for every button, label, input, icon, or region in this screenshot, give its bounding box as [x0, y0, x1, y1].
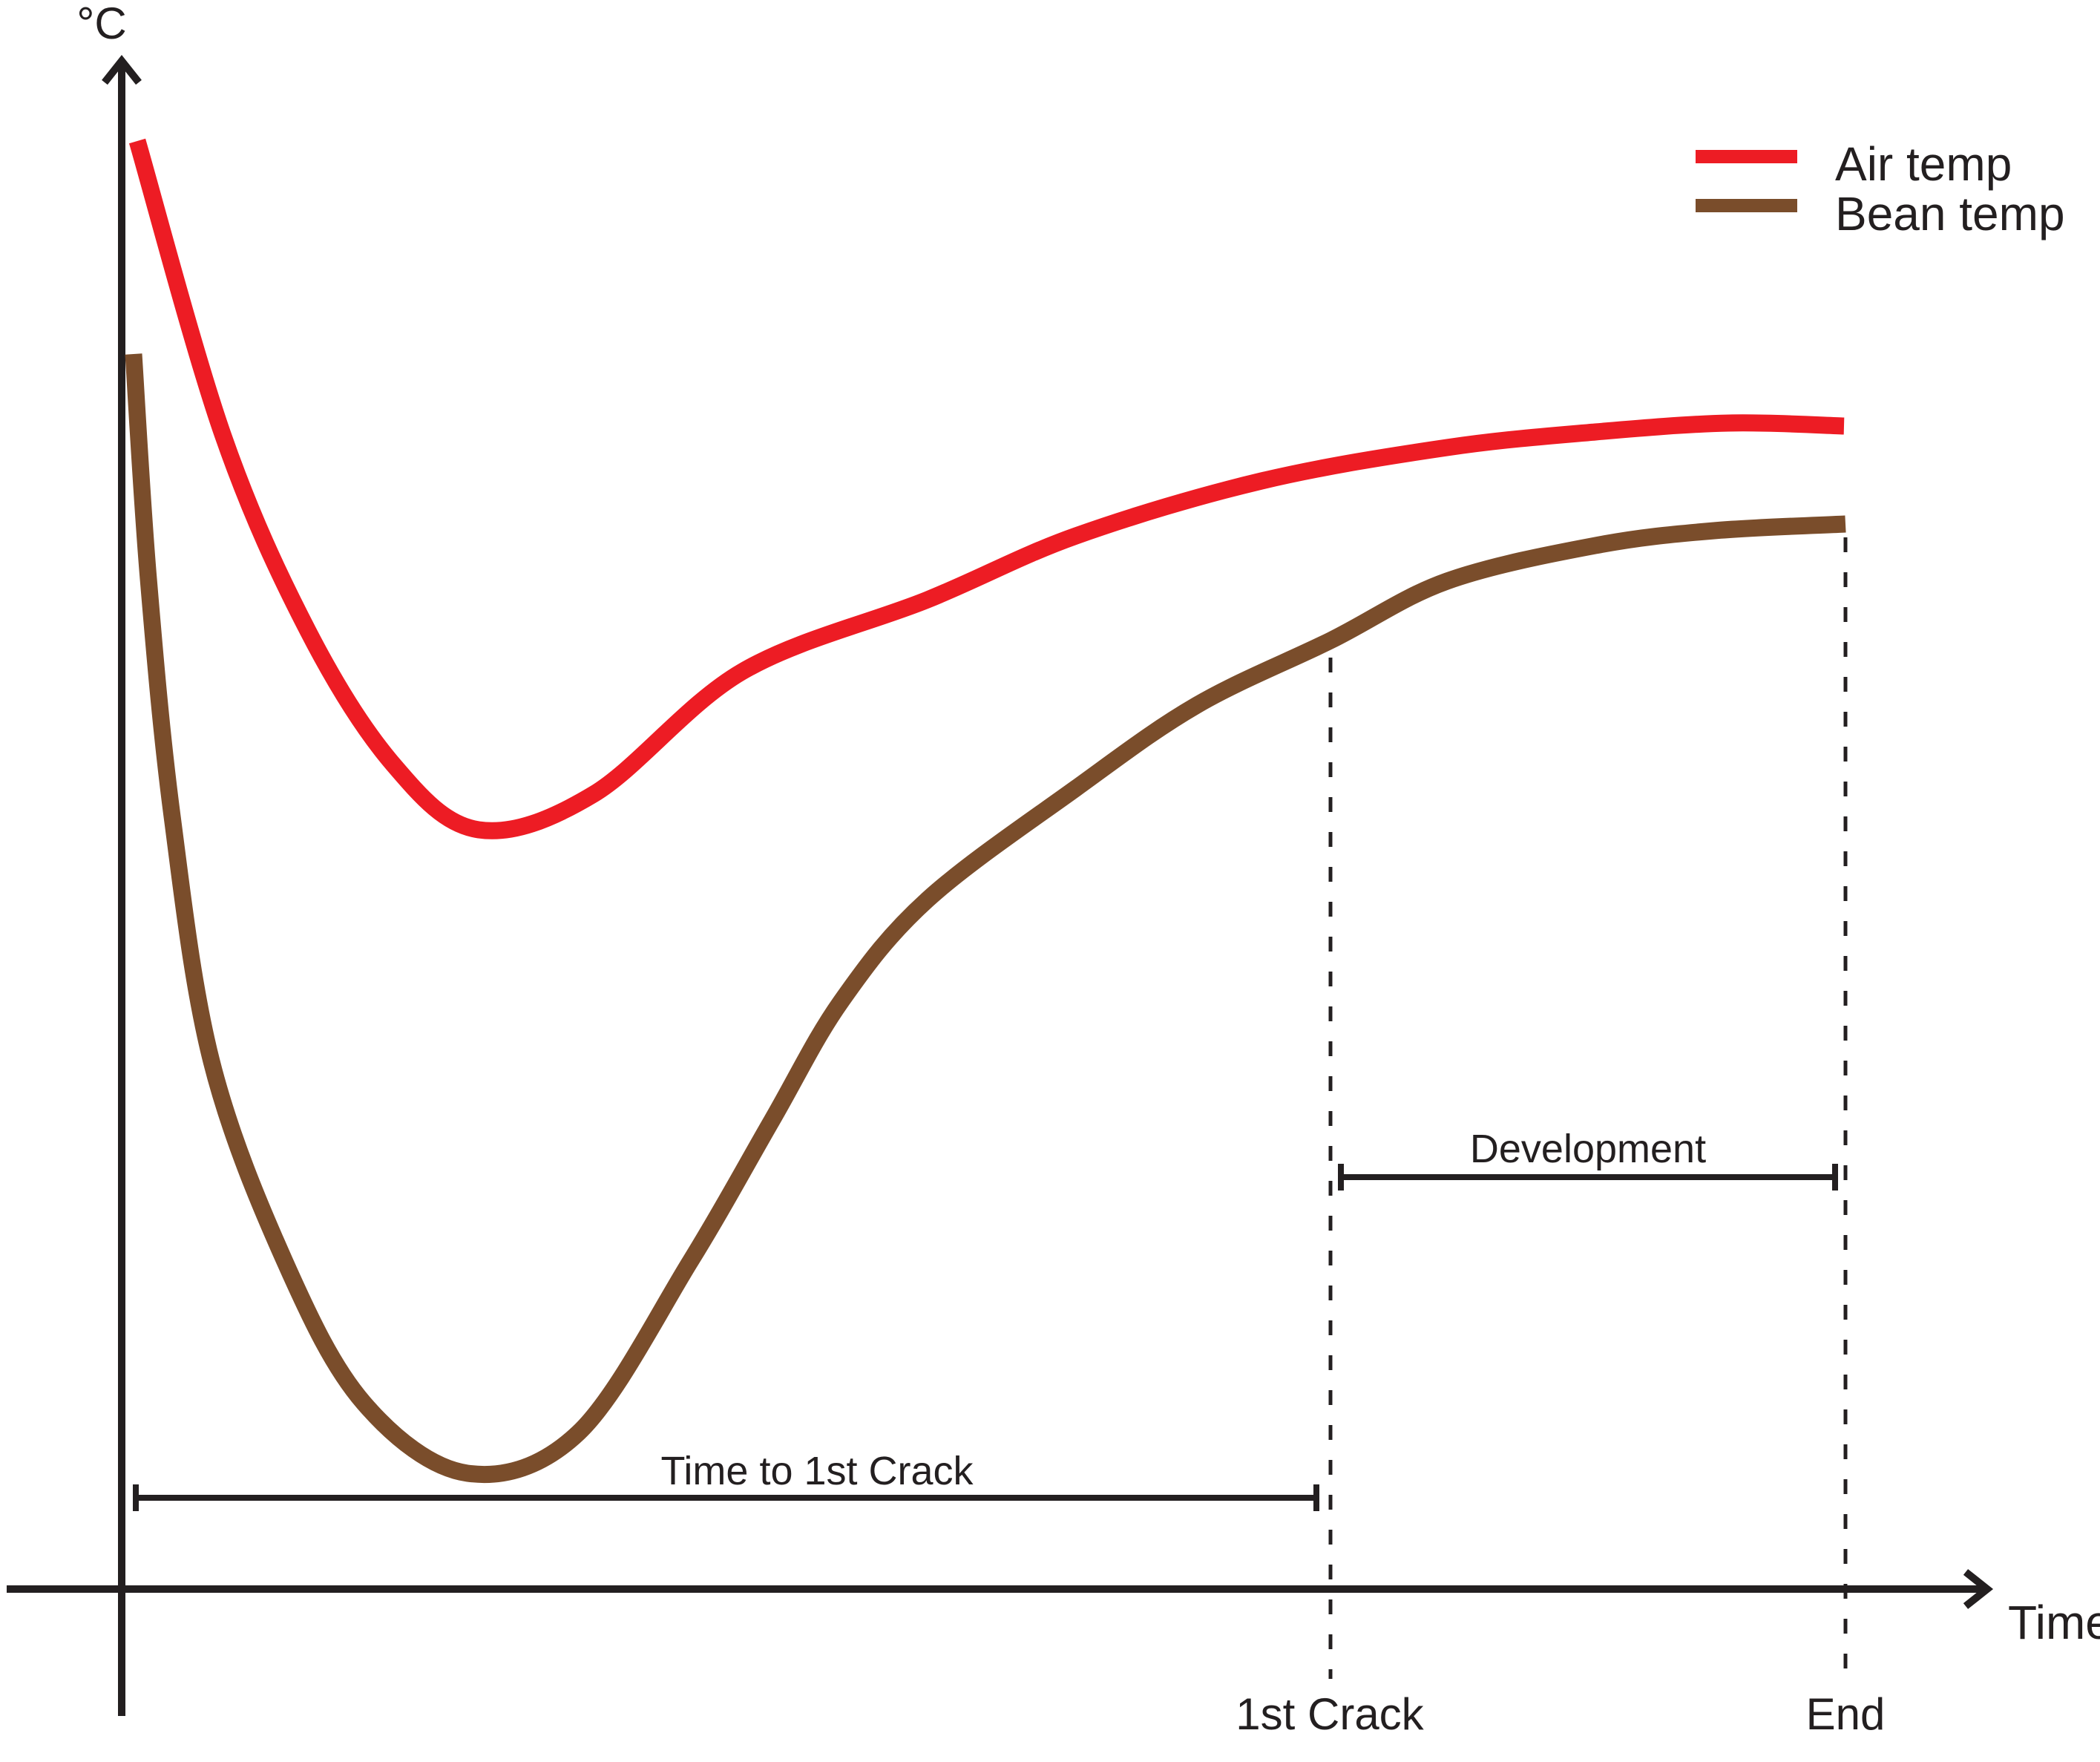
legend-bean-temp-label: Bean temp	[1835, 187, 2065, 240]
time-to-first-crack-label: Time to 1st Crack	[660, 1449, 974, 1493]
y-axis-arrow-icon	[102, 54, 142, 85]
x-axis-label: Time	[2008, 1596, 2100, 1649]
air-temp-swatch	[1696, 150, 1797, 163]
end-label: End	[1806, 1689, 1886, 1739]
y-axis-label: °C	[76, 0, 126, 48]
bean-temp-curve	[125, 353, 1846, 1484]
first-crack-label: 1st Crack	[1236, 1689, 1424, 1739]
air-temp-curve	[128, 138, 1845, 839]
legend: Air temp Bean temp	[1696, 137, 2065, 240]
x-axis-arrow-icon	[1963, 1569, 1994, 1609]
development-label: Development	[1470, 1127, 1706, 1171]
bean-temp-swatch	[1696, 199, 1797, 212]
legend-air-temp-label: Air temp	[1835, 137, 2012, 191]
time-to-first-crack-bracket	[133, 1484, 1319, 1511]
development-bracket	[1338, 1164, 1838, 1191]
